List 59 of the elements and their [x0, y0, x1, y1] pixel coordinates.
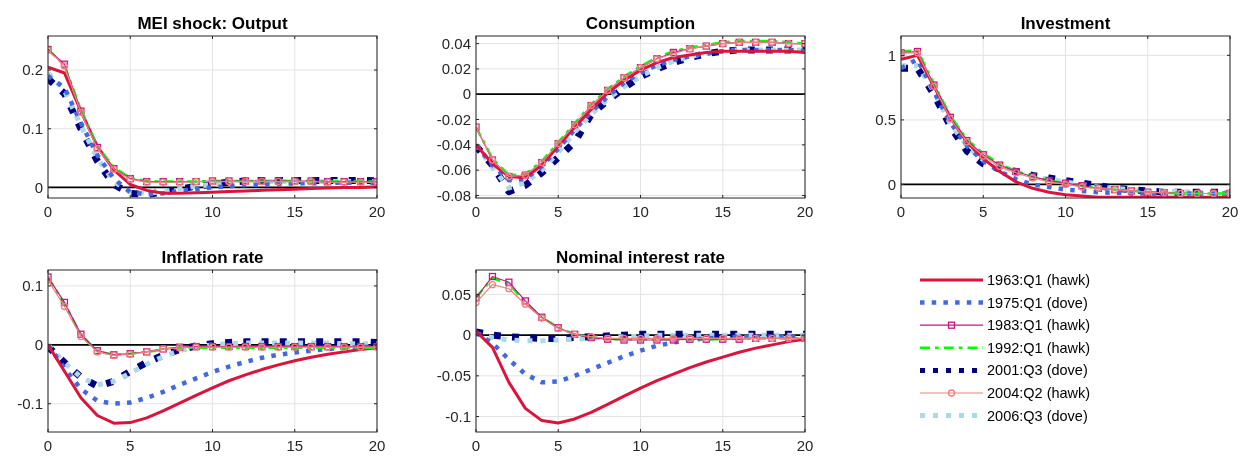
x-tick-label: 20 — [1221, 203, 1239, 220]
y-tick-label: -0.04 — [436, 136, 471, 154]
x-tick-label: 20 — [796, 203, 814, 220]
y-tick-label: -0.1 — [17, 394, 43, 412]
x-tick-label: 20 — [796, 437, 814, 454]
y-tick-label: 0.5 — [875, 111, 896, 129]
x-tick-label: 10 — [204, 203, 221, 220]
y-tick-label: 0 — [34, 178, 43, 196]
y-tick-label: 0.2 — [22, 61, 43, 79]
x-tick-label: 10 — [204, 437, 221, 454]
y-tick-label: 0.05 — [441, 285, 471, 303]
x-tick-label: 5 — [126, 437, 135, 454]
legend-label: 1975:Q1 (dove) — [987, 294, 1088, 311]
x-tick-label: 20 — [368, 437, 386, 454]
point — [488, 272, 497, 281]
y-tick-label: -0.06 — [436, 161, 471, 179]
point — [505, 285, 513, 293]
x-tick-label: 10 — [1057, 203, 1074, 220]
x-tick-label: 15 — [1139, 203, 1157, 220]
y-tick-label: -0.1 — [445, 407, 471, 425]
x-tick-label: 5 — [979, 203, 988, 220]
x-tick-label: 10 — [632, 203, 649, 220]
point — [488, 281, 497, 289]
y-tick-label: 1 — [887, 46, 896, 64]
x-tick-label: 15 — [714, 437, 732, 454]
chart-title: Investment — [1020, 14, 1111, 33]
x-tick-label: 20 — [368, 203, 386, 220]
y-tick-label: 0.1 — [22, 119, 43, 137]
x-tick-label: 5 — [554, 437, 563, 454]
y-tick-label: -0.05 — [436, 367, 471, 385]
x-tick-label: 5 — [554, 203, 563, 220]
y-tick-label: 0 — [462, 326, 471, 344]
x-tick-label: 15 — [714, 203, 732, 220]
legend-label: 2001:Q3 (dove) — [987, 362, 1088, 379]
legend-label: 1963:Q1 (hawk) — [987, 272, 1091, 289]
legend-label: 1983:Q1 (hawk) — [987, 317, 1091, 334]
legend-label: 2004:Q2 (hawk) — [987, 385, 1091, 402]
point — [505, 278, 513, 286]
chart-title: MEI shock: Output — [137, 14, 288, 33]
point — [60, 298, 69, 307]
y-tick-label: 0 — [34, 336, 43, 354]
y-tick-label: 0.02 — [441, 60, 471, 78]
chart-title: Nominal interest rate — [555, 248, 726, 267]
x-tick-label: 10 — [632, 437, 649, 454]
x-tick-label: 15 — [286, 203, 304, 220]
line-series — [48, 343, 377, 425]
legend-label: 1992:Q1 (hawk) — [987, 339, 1091, 356]
y-tick-label: 0.1 — [22, 277, 43, 295]
legend-label: 2006:Q3 (dove) — [987, 407, 1088, 424]
y-tick-label: 0 — [887, 175, 896, 193]
y-tick-label: -0.08 — [436, 186, 471, 204]
point — [60, 302, 69, 311]
y-tick-label: -0.02 — [436, 110, 471, 128]
y-tick-label: 0 — [462, 85, 471, 103]
x-tick-label: 5 — [126, 203, 135, 220]
y-tick-label: 0.04 — [441, 34, 471, 52]
x-tick-label: 15 — [286, 437, 304, 454]
chart-title: Consumption — [585, 14, 696, 33]
chart-title: Inflation rate — [161, 248, 264, 267]
